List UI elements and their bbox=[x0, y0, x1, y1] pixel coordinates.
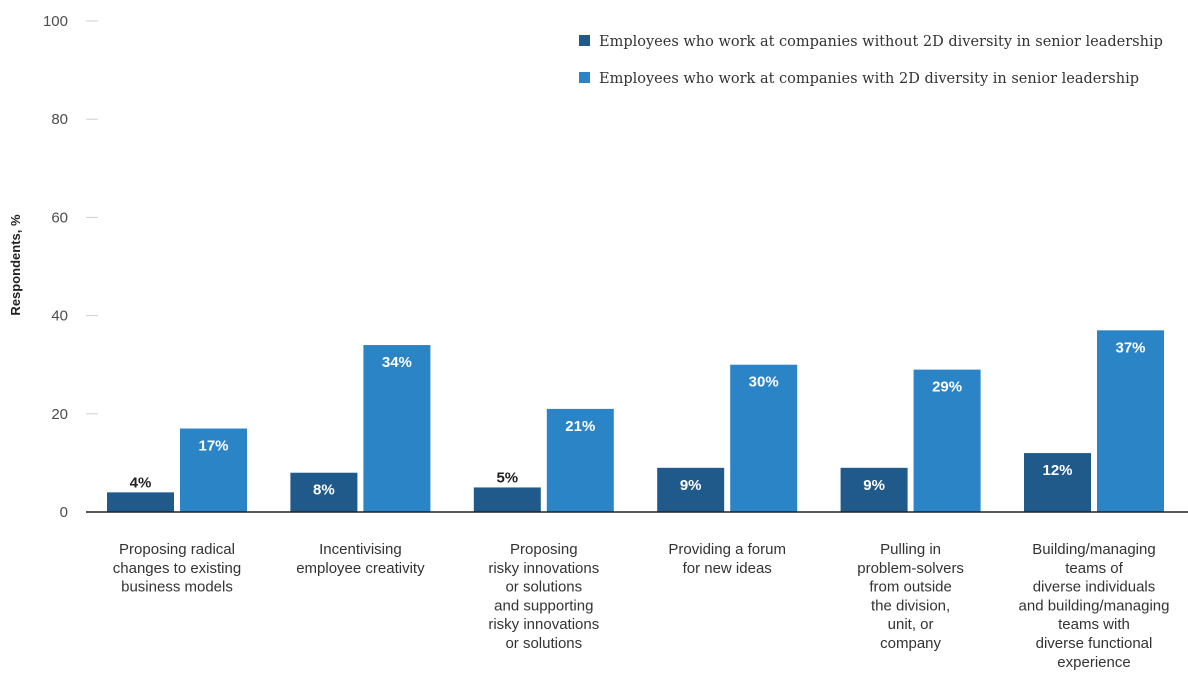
x-category-label: Providing a forum bbox=[668, 541, 786, 558]
data-label: 37% bbox=[1115, 339, 1145, 356]
data-label: 8% bbox=[313, 482, 335, 499]
x-category-label: experience bbox=[1057, 654, 1130, 671]
y-tick-label: 60 bbox=[51, 209, 68, 226]
data-label: 9% bbox=[680, 477, 702, 494]
x-category-label: diverse functional bbox=[1036, 635, 1153, 652]
data-label: 34% bbox=[382, 354, 412, 371]
y-axis-title: Respondents, % bbox=[8, 214, 23, 316]
bar bbox=[180, 428, 247, 512]
x-category-label: and supporting bbox=[494, 597, 593, 614]
y-tick-label: 80 bbox=[51, 111, 68, 128]
x-category-label: Incentivising bbox=[319, 541, 402, 558]
x-category-label: and building/managing bbox=[1019, 597, 1170, 614]
x-category-label: from outside bbox=[869, 579, 952, 596]
x-category-label: Building/managing bbox=[1032, 541, 1155, 558]
bar bbox=[546, 408, 614, 512]
bar bbox=[290, 472, 358, 512]
bars: 4% 17% 8% 34% 5% 21% 9% 30% 9% 29% 12% 37% bbox=[107, 330, 1164, 512]
x-category-label: company bbox=[880, 635, 941, 652]
x-category-label: employee creativity bbox=[296, 560, 425, 577]
legend: Employees who work at companies without … bbox=[579, 34, 1163, 87]
data-label: 30% bbox=[749, 374, 779, 391]
bar bbox=[840, 467, 908, 512]
bar bbox=[657, 467, 725, 512]
bar bbox=[1097, 330, 1164, 512]
x-category-label: business models bbox=[121, 579, 233, 596]
data-label: 12% bbox=[1042, 462, 1072, 479]
x-category-label: risky innovations bbox=[488, 560, 599, 577]
x-category-label: risky innovations bbox=[488, 616, 599, 633]
x-category-label: or solutions bbox=[505, 579, 582, 596]
data-label: 29% bbox=[932, 379, 962, 396]
bar bbox=[107, 492, 174, 512]
x-category-label: diverse individuals bbox=[1033, 579, 1156, 596]
data-label: 21% bbox=[565, 418, 595, 435]
bar bbox=[473, 487, 541, 512]
y-tick-label: 100 bbox=[43, 13, 68, 30]
y-axis: 0 20 40 60 80 100 bbox=[43, 13, 98, 521]
data-label: 4% bbox=[130, 474, 152, 491]
legend-swatch bbox=[579, 35, 590, 46]
y-tick-label: 20 bbox=[51, 406, 68, 423]
x-category-label: the division, bbox=[871, 597, 950, 614]
x-category-label: Proposing bbox=[510, 541, 578, 558]
legend-label: Employees who work at companies with 2D … bbox=[599, 71, 1139, 87]
x-category-label: Proposing radical bbox=[119, 541, 235, 558]
x-category-label: Pulling in bbox=[880, 541, 941, 558]
x-category-label: changes to existing bbox=[113, 560, 241, 577]
data-label: 5% bbox=[496, 469, 518, 486]
legend-swatch bbox=[579, 72, 590, 83]
x-category-label: or solutions bbox=[505, 635, 582, 652]
legend-label: Employees who work at companies without … bbox=[599, 34, 1163, 50]
data-label: 9% bbox=[863, 477, 885, 494]
bar bbox=[730, 364, 798, 512]
y-tick-label: 0 bbox=[60, 504, 68, 521]
y-tick-label: 40 bbox=[51, 308, 68, 325]
x-axis-categories: Proposing radical changes to existing busi… bbox=[113, 541, 1170, 671]
x-category-label: teams with bbox=[1058, 616, 1130, 633]
x-category-label: teams of bbox=[1065, 560, 1123, 577]
x-category-label: problem-solvers bbox=[857, 560, 964, 577]
data-label: 17% bbox=[198, 438, 228, 455]
bar bbox=[913, 369, 981, 512]
x-category-label: for new ideas bbox=[683, 560, 772, 577]
bar bbox=[363, 345, 431, 512]
bar bbox=[1024, 453, 1091, 512]
x-category-label: unit, or bbox=[888, 616, 934, 633]
